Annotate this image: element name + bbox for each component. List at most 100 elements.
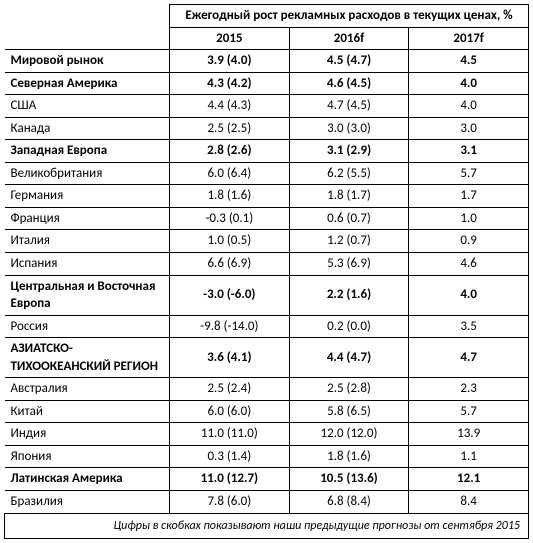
row-value: 6.8 (8.4): [289, 491, 409, 514]
header-empty: [5, 5, 170, 50]
table-row: Австралия2.5 (2.4)2.5 (2.8)2.3: [5, 378, 529, 401]
header-year-0: 2015: [170, 27, 290, 50]
table-row: Германия1.8 (1.6)1.8 (1.7)1.7: [5, 185, 529, 208]
row-value: 1.2 (0.7): [289, 230, 409, 253]
row-value: 0.9: [409, 230, 529, 253]
row-value: 4.4 (4.3): [170, 95, 290, 118]
row-value: 1.1: [409, 445, 529, 468]
table-row: Великобритания6.0 (6.4)6.2 (5.5)5.7: [5, 162, 529, 185]
row-value: 8.4: [409, 491, 529, 514]
table-row: Латинская Америка11.0 (12.7)10.5 (13.6)1…: [5, 468, 529, 491]
row-value: 7.8 (6.0): [170, 491, 290, 514]
row-label: Япония: [5, 445, 170, 468]
table-row: Северная Америка4.3 (4.2)4.6 (4.5)4.0: [5, 72, 529, 95]
table-row: Италия1.0 (0.5)1.2 (0.7)0.9: [5, 230, 529, 253]
table-row: Центральная и Восточная Европа-3.0 (-6.0…: [5, 275, 529, 315]
row-value: -3.0 (-6.0): [170, 275, 290, 315]
table-row: Западная Европа2.8 (2.6)3.1 (2.9)3.1: [5, 140, 529, 163]
row-value: 10.5 (13.6): [289, 468, 409, 491]
row-value: 12.0 (12.0): [289, 423, 409, 446]
row-value: 3.9 (4.0): [170, 50, 290, 73]
row-value: 5.7: [409, 162, 529, 185]
row-label: Бразилия: [5, 491, 170, 514]
row-value: 0.2 (0.0): [289, 315, 409, 338]
table-row: Япония0.3 (1.4)1.8 (1.6)1.1: [5, 445, 529, 468]
row-value: 1.7: [409, 185, 529, 208]
row-label: Индия: [5, 423, 170, 446]
row-value: 4.6 (4.5): [289, 72, 409, 95]
row-value: 2.3: [409, 378, 529, 401]
row-value: 0.3 (1.4): [170, 445, 290, 468]
row-value: 4.0: [409, 275, 529, 315]
ad-spend-table: Ежегодный рост рекламных расходов в теку…: [4, 4, 529, 539]
row-value: 4.5: [409, 50, 529, 73]
row-label: Канада: [5, 117, 170, 140]
row-value: 6.2 (5.5): [289, 162, 409, 185]
row-value: 4.5 (4.7): [289, 50, 409, 73]
row-label: АЗИАТСКО-ТИХООКЕАНСКИЙ РЕГИОН: [5, 338, 170, 378]
header-year-2: 2017f: [409, 27, 529, 50]
row-value: 1.8 (1.6): [170, 185, 290, 208]
row-value: 3.1: [409, 140, 529, 163]
row-label: Китай: [5, 400, 170, 423]
row-value: 4.6: [409, 253, 529, 276]
header-year-1: 2016f: [289, 27, 409, 50]
row-label: Великобритания: [5, 162, 170, 185]
row-value: 6.0 (6.0): [170, 400, 290, 423]
row-value: 1.8 (1.7): [289, 185, 409, 208]
table-row: Россия-9.8 (-14.0)0.2 (0.0)3.5: [5, 315, 529, 338]
row-label: Италия: [5, 230, 170, 253]
table-body: Мировой рынок3.9 (4.0)4.5 (4.7)4.5Северн…: [5, 50, 529, 513]
row-label: Австралия: [5, 378, 170, 401]
row-value: 5.3 (6.9): [289, 253, 409, 276]
row-label: Франция: [5, 207, 170, 230]
row-value: 6.6 (6.9): [170, 253, 290, 276]
table-row: США4.4 (4.3)4.7 (4.5)4.0: [5, 95, 529, 118]
row-value: 1.0: [409, 207, 529, 230]
row-label: Германия: [5, 185, 170, 208]
table-row: Испания6.6 (6.9)5.3 (6.9)4.6: [5, 253, 529, 276]
row-value: 2.5 (2.4): [170, 378, 290, 401]
row-value: 4.0: [409, 95, 529, 118]
row-value: -9.8 (-14.0): [170, 315, 290, 338]
row-value: 3.5: [409, 315, 529, 338]
row-label: Мировой рынок: [5, 50, 170, 73]
row-value: 3.6 (4.1): [170, 338, 290, 378]
table-row: Бразилия7.8 (6.0)6.8 (8.4)8.4: [5, 491, 529, 514]
table-row: Индия11.0 (11.0)12.0 (12.0)13.9: [5, 423, 529, 446]
row-value: 4.3 (4.2): [170, 72, 290, 95]
row-value: 5.8 (6.5): [289, 400, 409, 423]
row-value: 2.5 (2.8): [289, 378, 409, 401]
header-title: Ежегодный рост рекламных расходов в теку…: [170, 5, 529, 28]
row-label: США: [5, 95, 170, 118]
row-value: 4.0: [409, 72, 529, 95]
row-value: 3.0: [409, 117, 529, 140]
footnote: Цифры в скобках показывают наши предыдущ…: [5, 513, 529, 538]
row-label: Северная Америка: [5, 72, 170, 95]
row-value: 11.0 (11.0): [170, 423, 290, 446]
row-label: Россия: [5, 315, 170, 338]
row-value: 11.0 (12.7): [170, 468, 290, 491]
row-value: 2.5 (2.5): [170, 117, 290, 140]
table-row: Китай6.0 (6.0)5.8 (6.5)5.7: [5, 400, 529, 423]
table-row: Канада2.5 (2.5)3.0 (3.0)3.0: [5, 117, 529, 140]
row-value: 12.1: [409, 468, 529, 491]
row-value: 1.8 (1.6): [289, 445, 409, 468]
row-value: -0.3 (0.1): [170, 207, 290, 230]
row-value: 3.1 (2.9): [289, 140, 409, 163]
row-value: 4.7: [409, 338, 529, 378]
row-value: 13.9: [409, 423, 529, 446]
row-value: 3.0 (3.0): [289, 117, 409, 140]
row-label: Центральная и Восточная Европа: [5, 275, 170, 315]
row-label: Латинская Америка: [5, 468, 170, 491]
row-value: 4.4 (4.7): [289, 338, 409, 378]
table-row: Франция-0.3 (0.1)0.6 (0.7)1.0: [5, 207, 529, 230]
row-value: 0.6 (0.7): [289, 207, 409, 230]
table-row: АЗИАТСКО-ТИХООКЕАНСКИЙ РЕГИОН3.6 (4.1)4.…: [5, 338, 529, 378]
row-value: 6.0 (6.4): [170, 162, 290, 185]
row-value: 5.7: [409, 400, 529, 423]
row-value: 4.7 (4.5): [289, 95, 409, 118]
row-label: Западная Европа: [5, 140, 170, 163]
row-value: 1.0 (0.5): [170, 230, 290, 253]
row-value: 2.8 (2.6): [170, 140, 290, 163]
